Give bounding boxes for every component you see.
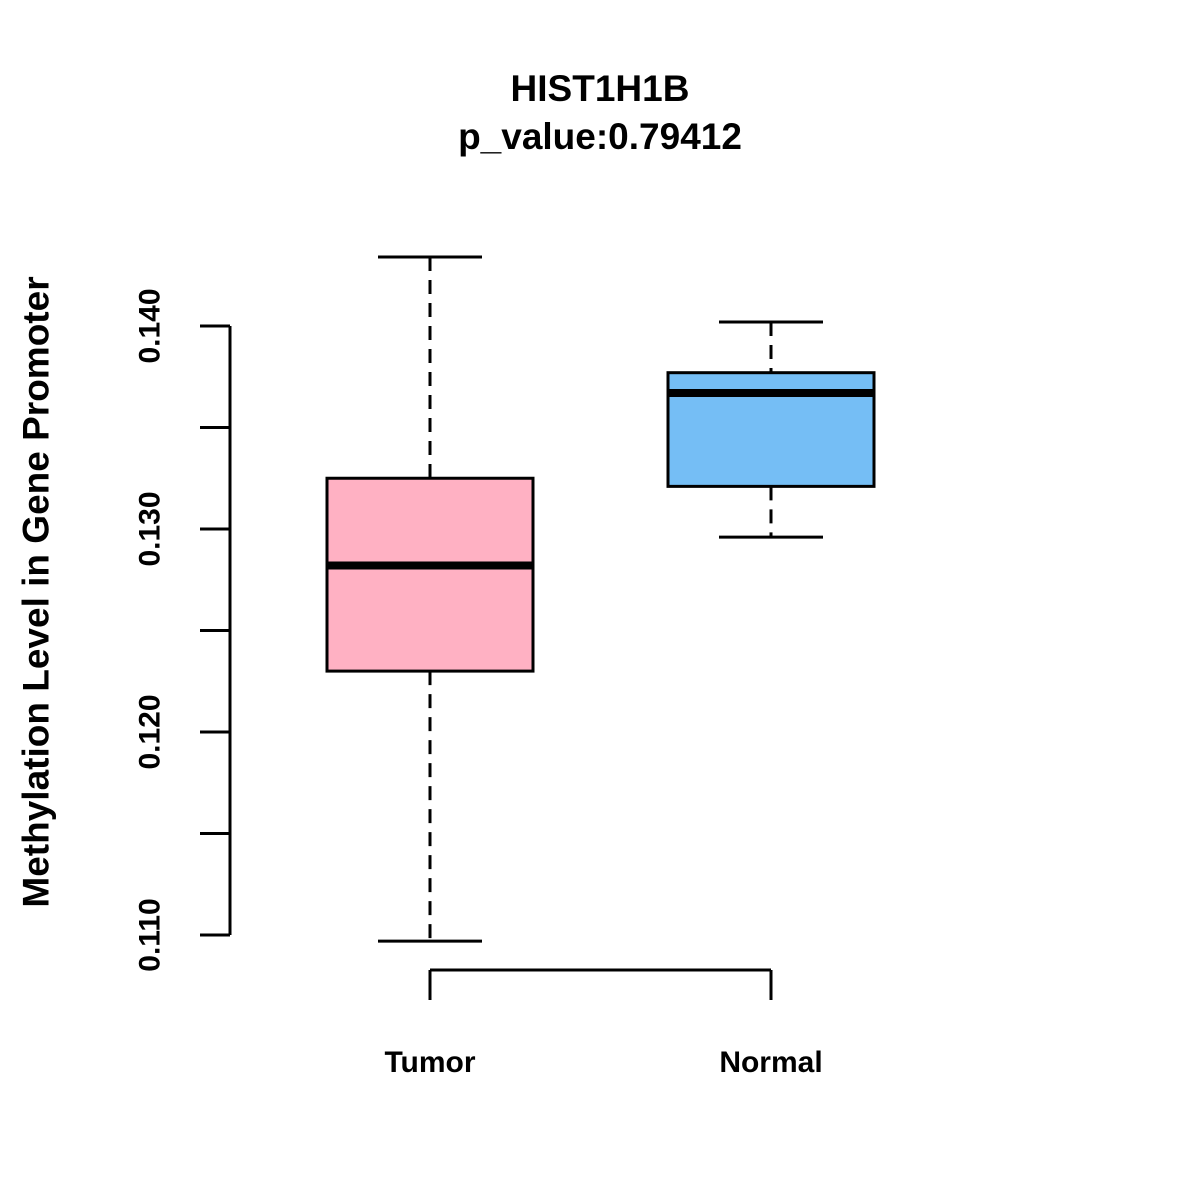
iqr-box (325, 476, 535, 673)
y-tick-label: 0.130 (134, 491, 167, 566)
y-tick-label: 0.120 (134, 694, 167, 769)
category-label: Tumor (384, 1046, 475, 1079)
chart-subtitle: p_value:0.79412 (458, 116, 742, 157)
chart-title: HIST1H1B (510, 68, 690, 109)
category-label: Normal (719, 1046, 822, 1079)
y-tick-label: 0.140 (134, 288, 167, 363)
y-tick-label: 0.110 (134, 898, 167, 971)
y-axis-label: Methylation Level in Gene Promoter (16, 276, 57, 907)
